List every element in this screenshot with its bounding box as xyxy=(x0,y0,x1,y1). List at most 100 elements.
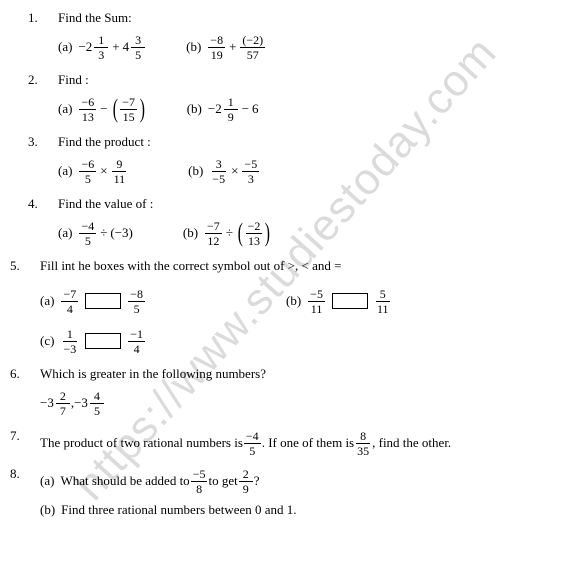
q1a-num2: 3 xyxy=(131,34,145,48)
q5-part-a: (a) −74 −85 xyxy=(40,286,146,316)
q4a-num1: −4 xyxy=(79,220,96,234)
q8a-den1: 8 xyxy=(194,482,204,495)
q5b-den1: 11 xyxy=(309,302,325,315)
q3-prompt: Find the product : xyxy=(58,134,552,150)
question-6: 6. Which is greater in the following num… xyxy=(10,366,552,420)
q5-part-b: (b) −511 511 xyxy=(286,286,392,316)
paren-close: ) xyxy=(140,96,145,122)
question-3: 3. Find the product : (a) −65 × 911 (b) … xyxy=(28,134,552,188)
q4a-op: ÷ xyxy=(100,225,107,241)
q7-den1: 5 xyxy=(247,444,257,457)
q5b-num2: 5 xyxy=(376,288,390,302)
q3a-den2: 11 xyxy=(112,172,128,185)
q1b-label: (b) xyxy=(186,39,201,55)
answer-box xyxy=(85,333,121,349)
q8-number: 8. xyxy=(10,466,40,520)
q5a-num2: −8 xyxy=(128,288,145,302)
question-8: 8. (a) What should be added to −58 to ge… xyxy=(10,466,552,520)
q3-part-b: (b) 3−5 × −53 xyxy=(188,156,260,186)
q2a-den1: 13 xyxy=(80,110,96,123)
q7-num1: −4 xyxy=(244,430,261,444)
q5c-num1: 1 xyxy=(63,328,77,342)
q3a-den1: 5 xyxy=(83,172,93,185)
q1b-op: + xyxy=(229,39,236,55)
q1-prompt: Find the Sum: xyxy=(58,10,552,26)
q6-den2: 5 xyxy=(92,404,102,417)
q2a-den2: 15 xyxy=(121,110,137,123)
q8-part-b: (b) Find three rational numbers between … xyxy=(40,502,552,518)
q5-number: 5. xyxy=(10,258,40,358)
q3a-num2: 9 xyxy=(112,158,126,172)
q1b-num1: −8 xyxy=(208,34,225,48)
q4b-den2: 13 xyxy=(246,234,262,247)
question-4: 4. Find the value of : (a) −45 ÷ (−3) (b… xyxy=(28,196,552,250)
paren-open: ( xyxy=(112,96,117,122)
q7-text3: , find the other. xyxy=(372,435,451,451)
q2a-num2: −7 xyxy=(120,96,137,110)
q4-part-b: (b) −712 ÷ ( −213 ) xyxy=(183,218,272,248)
q2a-label: (a) xyxy=(58,101,72,117)
q4b-num1: −7 xyxy=(205,220,222,234)
q2-number: 2. xyxy=(28,72,58,126)
q2a-op: − xyxy=(100,101,107,117)
q5b-den2: 11 xyxy=(375,302,391,315)
q7-num2: 8 xyxy=(356,430,370,444)
q6-number: 6. xyxy=(10,366,40,420)
q1a-op: + xyxy=(112,39,119,55)
q5b-num1: −5 xyxy=(308,288,325,302)
question-7: 7. The product of two rational numbers i… xyxy=(10,428,552,458)
q6-whole1: −3 xyxy=(40,395,54,411)
q5a-num1: −7 xyxy=(61,288,78,302)
q7-text: The product of two rational numbers is −… xyxy=(40,428,552,458)
q4b-den1: 12 xyxy=(205,234,221,247)
q5a-den1: 4 xyxy=(65,302,75,315)
q3-part-a: (a) −65 × 911 xyxy=(58,156,128,186)
answer-box xyxy=(332,293,368,309)
q5c-den1: −3 xyxy=(61,342,78,355)
q3b-num1: 3 xyxy=(212,158,226,172)
q3b-label: (b) xyxy=(188,163,203,179)
q2-part-b: (b) −219 − 6 xyxy=(187,94,259,124)
q5c-den2: 4 xyxy=(132,342,142,355)
q6-num2: 4 xyxy=(90,390,104,404)
q3b-den1: −5 xyxy=(210,172,227,185)
q3-number: 3. xyxy=(28,134,58,188)
q3b-den2: 3 xyxy=(246,172,256,185)
q1a-num1: 1 xyxy=(94,34,108,48)
q4b-label: (b) xyxy=(183,225,198,241)
q1a-label: (a) xyxy=(58,39,72,55)
q7-text2: . If one of them is xyxy=(262,435,354,451)
q5-part-c: (c) 1−3 −14 xyxy=(40,326,146,356)
q8a-num1: −5 xyxy=(191,468,208,482)
q6-prompt: Which is greater in the following number… xyxy=(40,366,552,382)
q4b-num2: −2 xyxy=(246,220,263,234)
q1b-den2: 57 xyxy=(245,48,261,61)
q8a-num2: 2 xyxy=(239,468,253,482)
q2b-label: (b) xyxy=(187,101,202,117)
question-5: 5. Fill int he boxes with the correct sy… xyxy=(10,258,552,358)
q4a-right: (−3) xyxy=(110,225,133,241)
q8b-text: Find three rational numbers between 0 an… xyxy=(61,502,296,518)
q8-part-a: (a) What should be added to −58 to get 2… xyxy=(40,466,552,496)
q5a-den2: 5 xyxy=(132,302,142,315)
q1-part-b: (b) −819 + (−2)57 xyxy=(186,32,266,62)
q1a-whole1: −2 xyxy=(78,39,92,55)
q6-num1: 2 xyxy=(56,390,70,404)
q3a-op: × xyxy=(100,163,107,179)
q8a-text3: ? xyxy=(254,473,260,489)
q6-expression: −327 , −345 xyxy=(40,388,105,418)
q8a-text2: to get xyxy=(208,473,237,489)
q1a-den2: 5 xyxy=(133,48,143,61)
q7-number: 7. xyxy=(10,428,40,458)
q2a-num1: −6 xyxy=(79,96,96,110)
q5c-num2: −1 xyxy=(128,328,145,342)
q2-part-a: (a) −613 − ( −715 ) xyxy=(58,94,147,124)
q8a-text1: What should be added to xyxy=(60,473,189,489)
q6-whole2: −3 xyxy=(74,395,88,411)
q1a-den1: 3 xyxy=(96,48,106,61)
q1a-whole2: 4 xyxy=(123,39,130,55)
q7-text1: The product of two rational numbers is xyxy=(40,435,243,451)
q1-number: 1. xyxy=(28,10,58,64)
q2b-whole1: −2 xyxy=(208,101,222,117)
q1b-num2: (−2) xyxy=(240,34,265,48)
